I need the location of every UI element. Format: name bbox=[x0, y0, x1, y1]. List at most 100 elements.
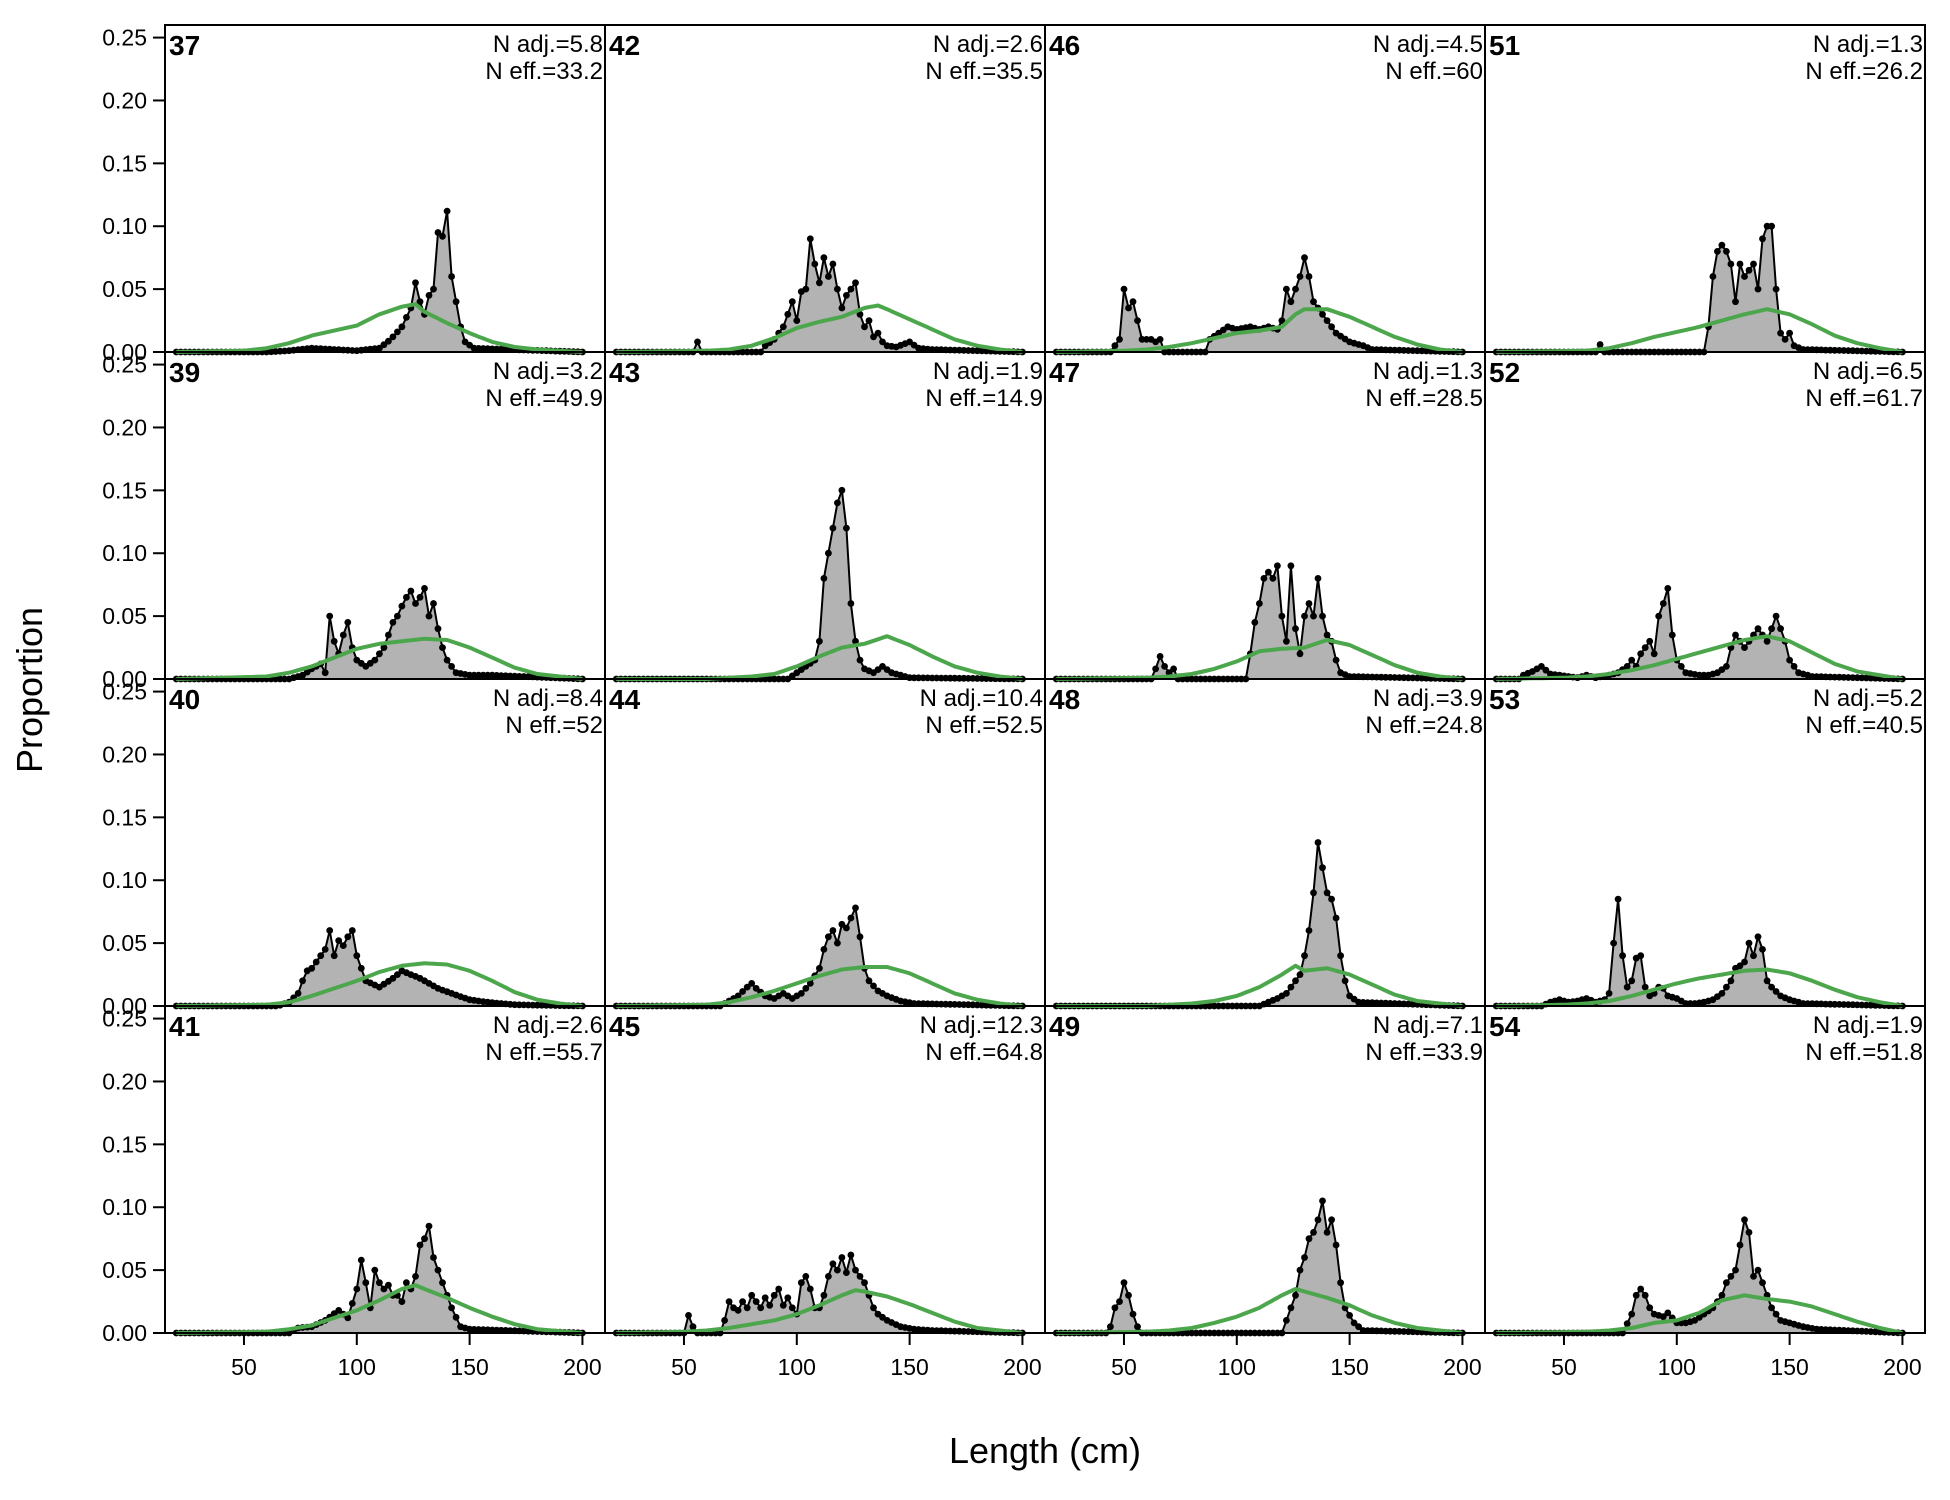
observed-point bbox=[1718, 241, 1726, 249]
observed-point bbox=[757, 1304, 765, 1312]
observed-point bbox=[348, 927, 356, 934]
observed-point bbox=[1292, 625, 1299, 633]
observed-point bbox=[1328, 323, 1335, 331]
observed-point bbox=[1274, 562, 1281, 570]
observed-point bbox=[452, 298, 460, 306]
observed-point bbox=[1750, 260, 1757, 268]
observed-point bbox=[779, 1301, 787, 1309]
observed-point bbox=[856, 1273, 864, 1280]
observed-point bbox=[1637, 952, 1645, 960]
observed-point bbox=[1605, 990, 1613, 997]
observed-point bbox=[1768, 983, 1775, 991]
n-adj-label: N adj.=8.4 bbox=[493, 685, 603, 712]
observed-point bbox=[353, 952, 361, 960]
observed-point bbox=[1664, 1309, 1672, 1317]
observed-point bbox=[1763, 977, 1771, 985]
n-adj-label: N adj.=3.2 bbox=[493, 358, 603, 385]
observed-point bbox=[820, 254, 828, 262]
observed-point bbox=[1120, 1279, 1128, 1287]
observed-point bbox=[1709, 273, 1717, 280]
panel-41: 41 N adj.=2.6N eff.=55.7 bbox=[164, 1005, 606, 1337]
observed-point bbox=[797, 990, 805, 997]
expected-line bbox=[176, 636, 583, 681]
panel-44: 44 N adj.=10.4N eff.=52.5 bbox=[604, 678, 1046, 1010]
x-tick-label: 200 bbox=[1443, 1354, 1481, 1380]
y-tick-label: 0.25 bbox=[102, 25, 147, 51]
observed-point bbox=[1741, 958, 1748, 966]
n-eff-label: N eff.=55.7 bbox=[485, 1039, 603, 1066]
y-tick-label: 0.15 bbox=[102, 477, 147, 503]
observed-point bbox=[694, 338, 701, 346]
y-tick-label: 0.05 bbox=[102, 930, 147, 956]
observed-point bbox=[398, 323, 406, 331]
observed-point bbox=[434, 229, 442, 236]
observed-point bbox=[321, 669, 329, 677]
n-adj-label: N adj.=5.8 bbox=[493, 31, 603, 58]
observed-point bbox=[1332, 1241, 1340, 1249]
x-tick-label: 50 bbox=[1551, 1354, 1577, 1380]
observed-point bbox=[1623, 1320, 1631, 1327]
n-adj-label: N adj.=3.9 bbox=[1373, 685, 1483, 712]
observed-point bbox=[430, 1254, 437, 1261]
panel-53: 53 N adj.=5.2N eff.=40.5 bbox=[1484, 678, 1926, 1010]
observed-point bbox=[1772, 612, 1780, 620]
observed-point bbox=[1637, 650, 1645, 658]
panel-47: 47 N adj.=1.3N eff.=28.5 bbox=[1044, 351, 1486, 683]
observed-point bbox=[829, 260, 837, 268]
observed-point bbox=[1332, 656, 1340, 664]
panel-40: 40 N adj.=8.4N eff.=52 bbox=[164, 678, 606, 1010]
observed-point bbox=[1125, 304, 1132, 312]
panel-49: 49 N adj.=7.1N eff.=33.9 bbox=[1044, 1005, 1486, 1337]
observed-point bbox=[1786, 656, 1793, 664]
observed-point bbox=[739, 988, 746, 995]
y-tick-label: 0.15 bbox=[102, 1131, 147, 1157]
observed-point bbox=[299, 977, 306, 985]
n-eff-label: N eff.=60 bbox=[1385, 58, 1483, 85]
observed-point bbox=[1623, 663, 1631, 670]
observed-point bbox=[1768, 1304, 1775, 1312]
observed-point bbox=[312, 958, 320, 966]
x-tick-label: 100 bbox=[778, 1354, 816, 1380]
observed-point bbox=[734, 992, 742, 1000]
n-adj-label: N adj.=10.4 bbox=[920, 685, 1043, 712]
panels-layer: 37 N adj.=5.8N eff.=33.239 N adj.=3.2N eff… bbox=[164, 24, 1926, 1337]
observed-point bbox=[1641, 644, 1649, 651]
observed-point bbox=[847, 914, 855, 922]
observed-point bbox=[1116, 1298, 1123, 1305]
observed-point bbox=[1296, 650, 1304, 658]
observed-point bbox=[326, 612, 334, 620]
n-eff-label: N eff.=61.7 bbox=[1805, 385, 1923, 412]
expected-line bbox=[1496, 967, 1903, 1008]
observed-point bbox=[1741, 644, 1748, 651]
observed-point bbox=[1759, 235, 1766, 243]
n-adj-label: N adj.=1.9 bbox=[1813, 1012, 1923, 1039]
observed-point bbox=[403, 1279, 410, 1287]
y-tick-label: 0.00 bbox=[102, 339, 147, 365]
y-axis-title: Proportion bbox=[9, 607, 50, 773]
observed-point bbox=[1337, 1279, 1344, 1287]
observed-point bbox=[439, 232, 446, 240]
observed-point bbox=[829, 524, 837, 532]
observed-point bbox=[371, 656, 379, 664]
observed-point bbox=[1301, 952, 1308, 960]
observed-point bbox=[1768, 222, 1775, 230]
observed-point bbox=[1170, 665, 1177, 673]
observed-point bbox=[389, 619, 397, 626]
observed-point bbox=[1283, 637, 1290, 645]
observed-point bbox=[362, 1279, 370, 1287]
n-adj-label: N adj.=1.3 bbox=[1373, 358, 1483, 385]
observed-point bbox=[770, 1291, 778, 1299]
observed-point bbox=[412, 600, 419, 607]
n-eff-label: N eff.=49.9 bbox=[485, 385, 603, 412]
observed-point bbox=[802, 1273, 810, 1280]
observed-point bbox=[861, 323, 868, 331]
observed-point bbox=[752, 1298, 760, 1305]
observed-point bbox=[1111, 342, 1119, 350]
observed-point bbox=[788, 298, 796, 306]
observed-area bbox=[176, 211, 583, 352]
n-adj-label: N adj.=2.6 bbox=[493, 1012, 603, 1039]
observed-point bbox=[1664, 585, 1672, 592]
x-tick-label: 100 bbox=[1658, 1354, 1696, 1380]
observed-point bbox=[847, 1251, 855, 1259]
observed-point bbox=[748, 1291, 756, 1299]
